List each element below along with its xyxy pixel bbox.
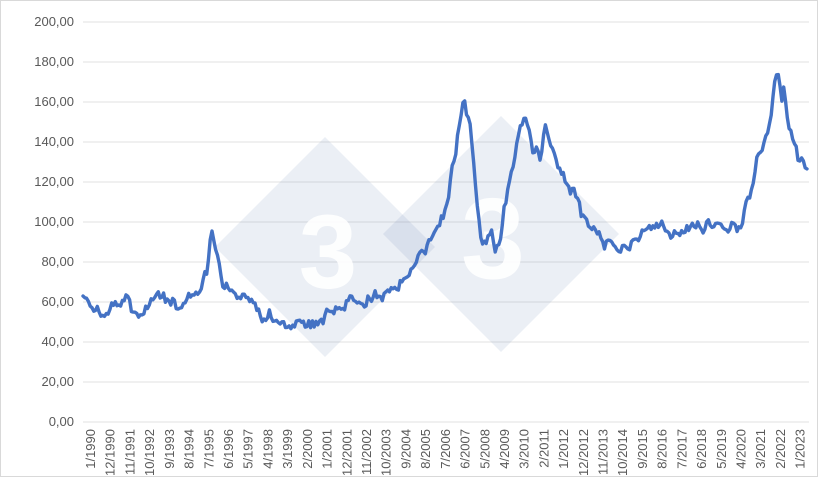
svg-text:3: 3	[299, 194, 357, 311]
